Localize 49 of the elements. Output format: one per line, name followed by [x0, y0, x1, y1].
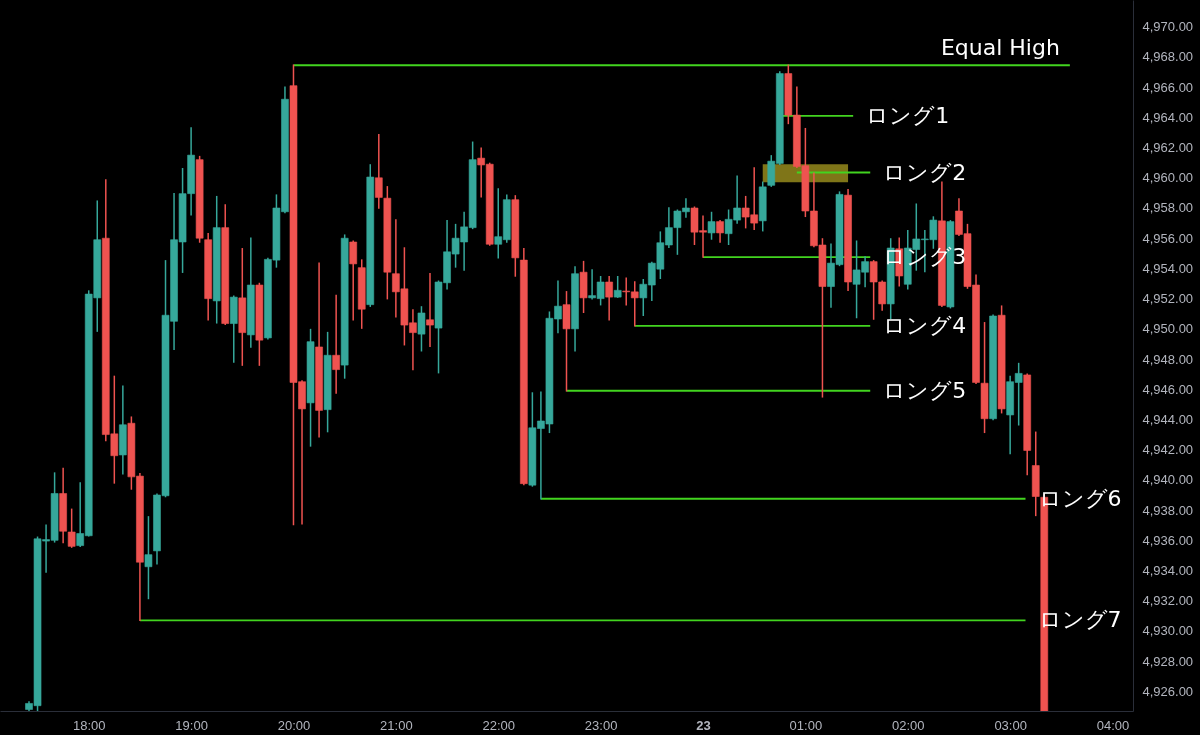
y-tick-label: 4,958.00 [1142, 200, 1194, 216]
y-tick-label: 4,954.00 [1142, 260, 1194, 276]
y-tick-label: 4,940.00 [1142, 472, 1194, 488]
candlestick [707, 211, 716, 240]
x-tick-label: 19:00 [175, 717, 208, 733]
series-label: ロング1 [866, 102, 950, 128]
candlestick [426, 272, 434, 347]
x-tick-label: 20:00 [277, 717, 311, 733]
y-tick-label: 4,962.00 [1142, 140, 1194, 156]
candlestick [716, 220, 724, 243]
candlestick [613, 275, 622, 298]
y-tick-label: 4,930.00 [1142, 623, 1194, 639]
y-tick-label: 4,938.00 [1142, 502, 1194, 518]
candlestick [605, 275, 613, 321]
y-tick-label: 4,970.00 [1142, 19, 1194, 35]
candlestick [375, 133, 383, 209]
y-tick-label: 4,948.00 [1142, 351, 1194, 367]
y-tick-label: 4,946.00 [1142, 381, 1194, 397]
y-tick-label: 4,964.00 [1142, 109, 1194, 125]
x-tick-label: 22:00 [482, 717, 516, 733]
x-tick-label: 02:00 [891, 717, 925, 733]
candlestick [417, 306, 426, 352]
y-tick-label: 4,926.00 [1142, 683, 1194, 699]
y-tick-label: 4,932.00 [1142, 593, 1194, 609]
y-tick-label: 4,950.00 [1142, 321, 1194, 337]
series-label: ロング5 [883, 377, 967, 403]
y-tick-label: 4,956.00 [1142, 230, 1194, 246]
x-tick-label: 01:00 [789, 717, 823, 733]
candlestick [349, 240, 358, 321]
series-label: ロング2 [883, 159, 967, 185]
y-tick-label: 4,960.00 [1142, 170, 1194, 186]
y-tick-label: 4,936.00 [1142, 532, 1194, 548]
x-tick-label: 04:00 [1096, 717, 1130, 733]
series-label: Equal High [940, 35, 1060, 61]
candlestick [332, 294, 340, 394]
candlestick [144, 516, 153, 600]
y-tick-label: 4,952.00 [1142, 291, 1194, 307]
y-tick-label: 4,944.00 [1142, 411, 1194, 427]
x-tick-label: 21:00 [380, 717, 413, 733]
y-tick-label: 4,934.00 [1142, 563, 1194, 579]
x-tick-label: 23:00 [584, 717, 618, 733]
y-tick-label: 4,968.00 [1142, 49, 1194, 65]
y-tick-label: 4,942.00 [1142, 442, 1194, 458]
series-label: ロング4 [883, 312, 967, 338]
x-tick-label: 23 [696, 717, 711, 733]
x-tick-label: 03:00 [994, 717, 1027, 733]
y-tick-label: 4,928.00 [1142, 653, 1194, 669]
y-tick-label: 4,966.00 [1142, 79, 1194, 95]
x-tick-label: 18:00 [72, 717, 106, 733]
